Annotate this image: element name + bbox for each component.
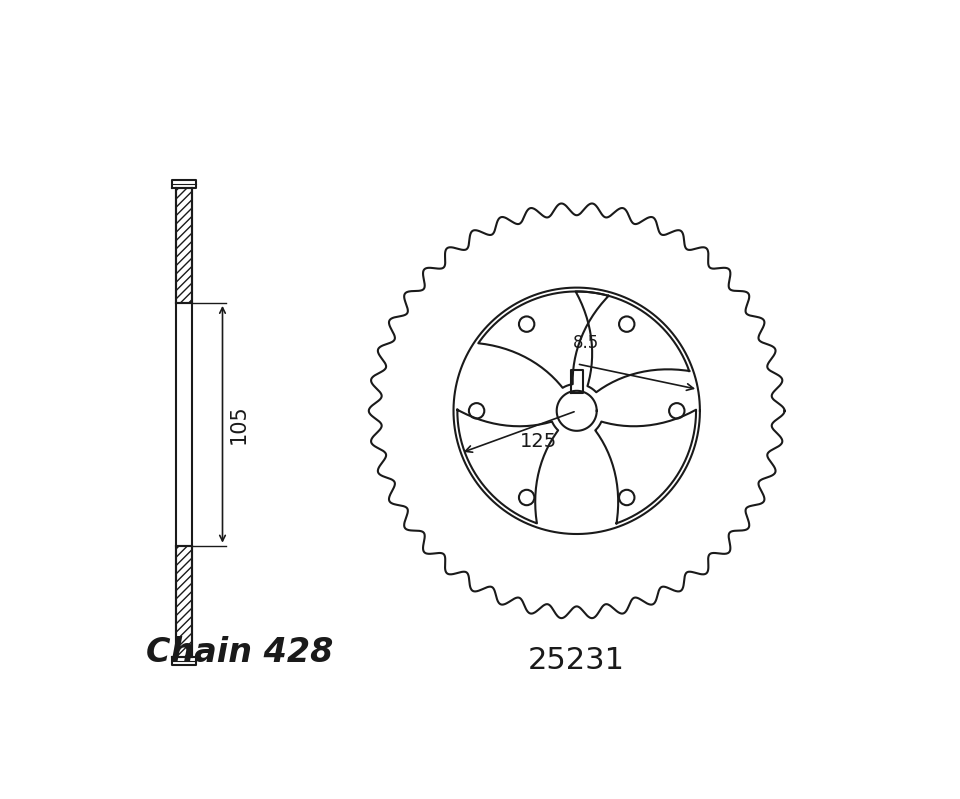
Text: 125: 125 — [519, 432, 557, 451]
Text: 25231: 25231 — [528, 646, 625, 674]
Text: Chain 428: Chain 428 — [146, 636, 333, 669]
Text: 105: 105 — [228, 404, 249, 444]
Bar — [177, 188, 192, 303]
Bar — [177, 546, 192, 658]
Text: 8.5: 8.5 — [573, 334, 599, 352]
